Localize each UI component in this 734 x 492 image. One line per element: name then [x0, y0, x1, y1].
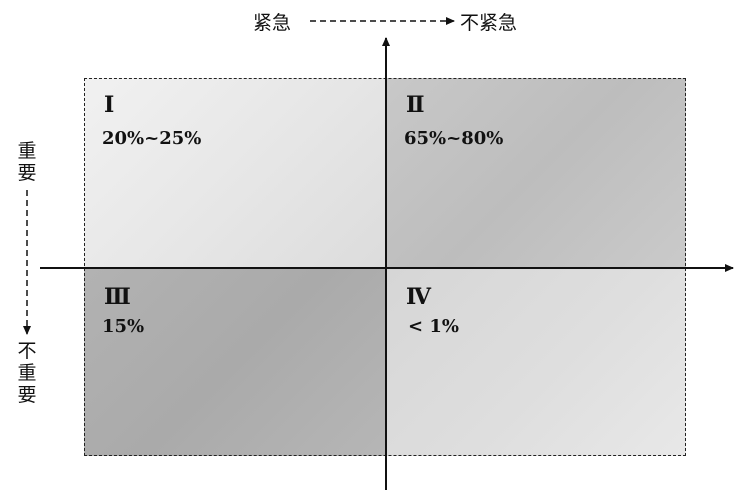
urgent-label: 紧急 [253, 12, 292, 34]
quadrant-4-value: < 1% [408, 316, 459, 337]
quadrant-4-area [386, 268, 686, 456]
important-label: 重要 [17, 140, 37, 184]
quadrant-3-area [84, 268, 386, 456]
quadrant-1-value: 20%~25% [102, 128, 202, 149]
quadrant-1-numeral: Ⅰ [104, 92, 115, 118]
quadrant-2-value: 65%~80% [404, 128, 504, 149]
not-important-label: 不重要 [17, 340, 37, 406]
quadrant-2-numeral: Ⅱ [406, 92, 425, 118]
quadrant-3-numeral: Ⅲ [104, 284, 131, 310]
quadrant-2-area [386, 78, 686, 268]
quadrant-4-numeral: Ⅳ [406, 284, 431, 310]
quadrant-3-value: 15% [102, 316, 145, 337]
quadrant-1-area [84, 78, 386, 268]
not-urgent-label: 不紧急 [460, 12, 518, 34]
